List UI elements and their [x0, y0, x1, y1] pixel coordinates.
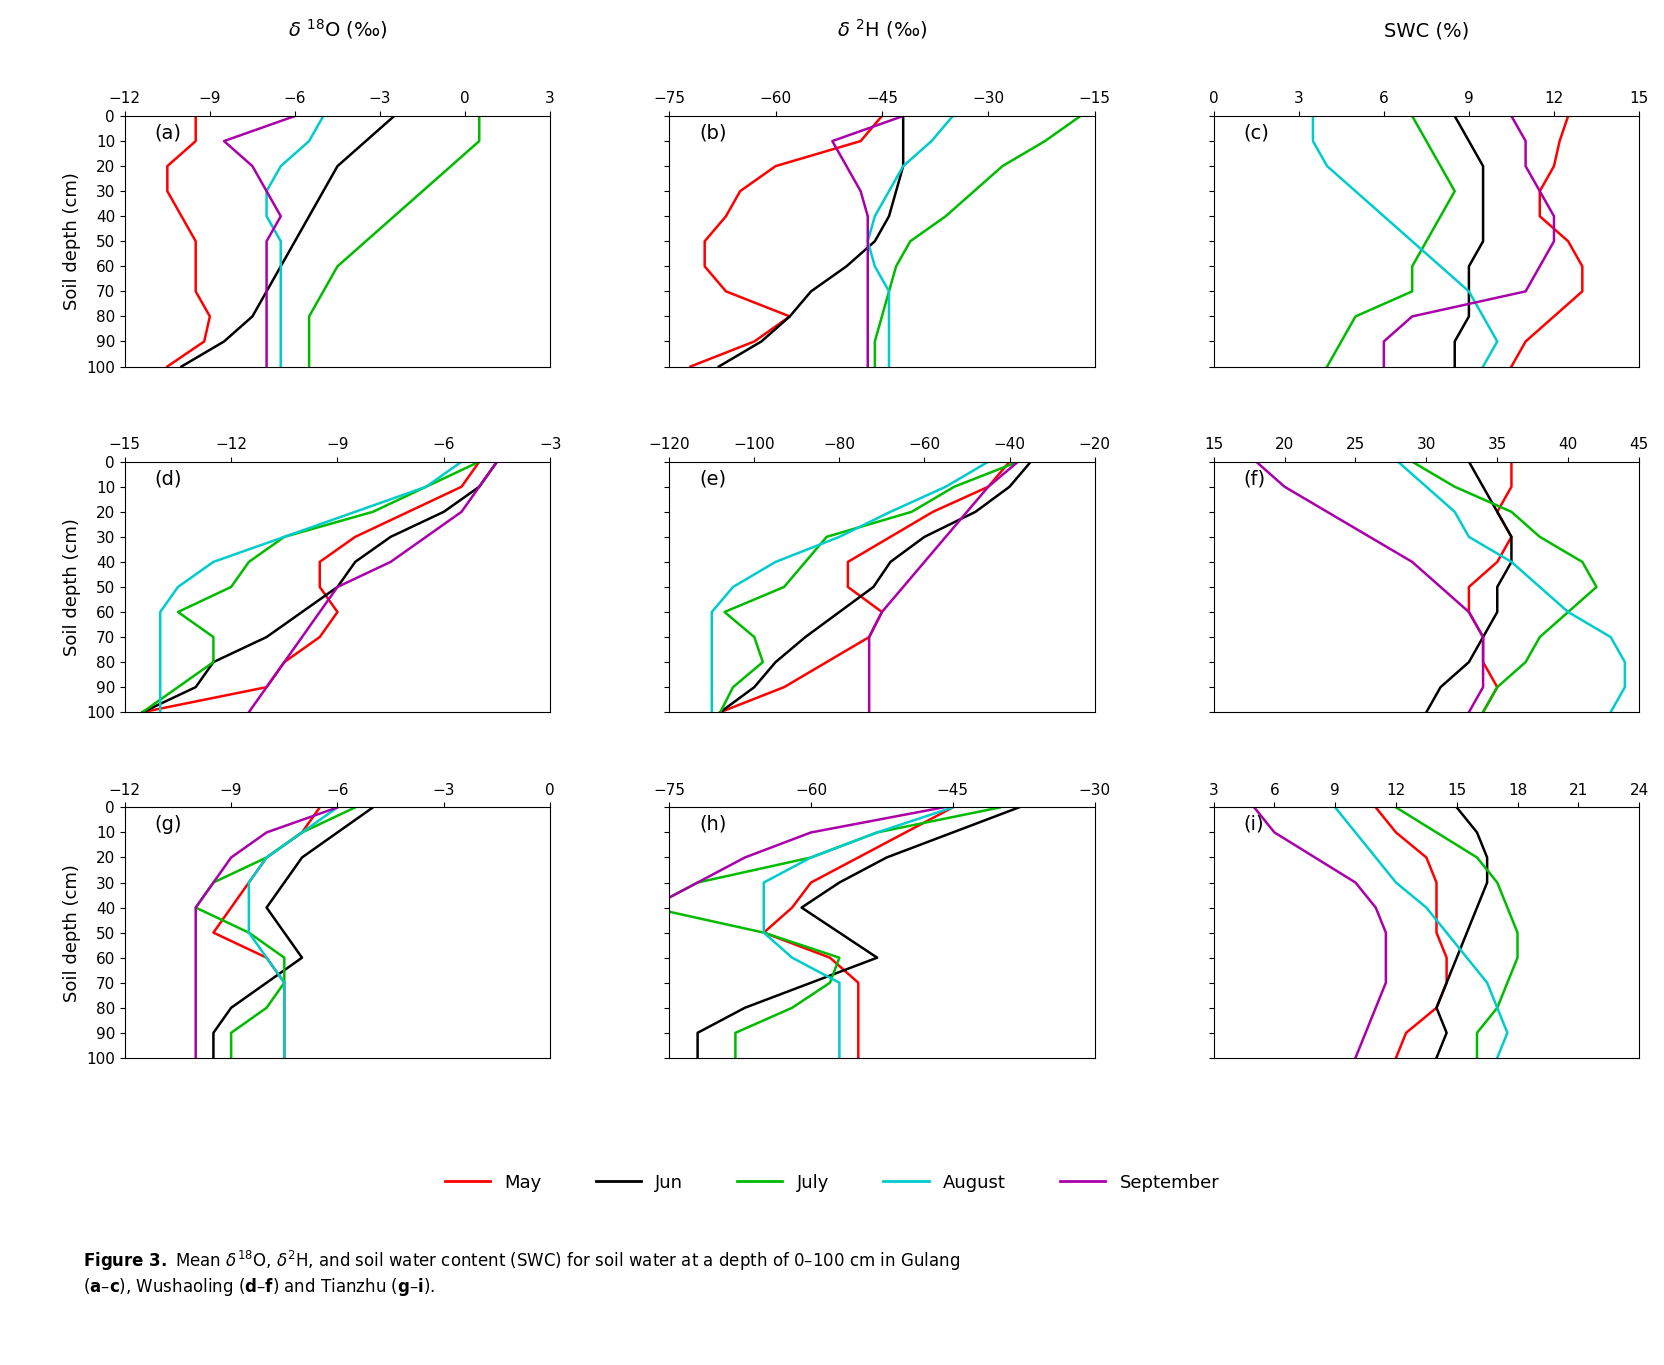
Text: $\bf{Figure\ 3.}$ Mean $\delta^{18}$O, $\delta^{2}$H, and soil water content (SW: $\bf{Figure\ 3.}$ Mean $\delta^{18}$O, $…	[83, 1249, 960, 1298]
Y-axis label: Soil depth (cm): Soil depth (cm)	[63, 172, 80, 310]
Text: (c): (c)	[1243, 124, 1270, 142]
Text: (i): (i)	[1243, 815, 1265, 834]
Text: (d): (d)	[155, 470, 181, 489]
Y-axis label: Soil depth (cm): Soil depth (cm)	[63, 864, 80, 1002]
Text: (e): (e)	[699, 470, 726, 489]
Legend: May, Jun, July, August, September: May, Jun, July, August, September	[438, 1167, 1226, 1198]
Text: (h): (h)	[699, 815, 727, 834]
Text: $\delta$ $^{18}$O (‰): $\delta$ $^{18}$O (‰)	[288, 16, 388, 41]
Text: (g): (g)	[155, 815, 181, 834]
Text: $\delta$ $^{2}$H (‰): $\delta$ $^{2}$H (‰)	[837, 16, 927, 41]
Text: (b): (b)	[699, 124, 727, 142]
Text: SWC (%): SWC (%)	[1384, 22, 1469, 41]
Text: (f): (f)	[1243, 470, 1266, 489]
Y-axis label: Soil depth (cm): Soil depth (cm)	[63, 517, 80, 657]
Text: (a): (a)	[155, 124, 181, 142]
